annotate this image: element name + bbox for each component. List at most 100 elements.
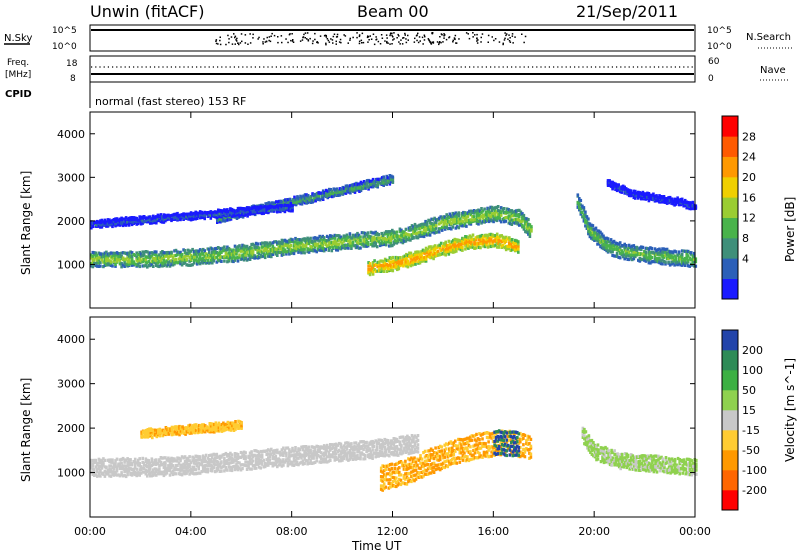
scatter-cell (347, 239, 350, 243)
scatter-cell (321, 189, 325, 193)
scatter-cell (155, 253, 158, 257)
scatter-cell (146, 464, 149, 468)
scatter-cell (251, 242, 255, 246)
scatter-cell (668, 199, 672, 203)
scatter-cell (412, 235, 415, 239)
scatter-cell (612, 254, 616, 258)
scatter-cell (117, 252, 120, 256)
scatter-cell (276, 210, 279, 214)
scatter-cell (229, 248, 232, 252)
scatter-cell (490, 214, 494, 218)
scatter-cell (524, 221, 527, 225)
scatter-cell (291, 248, 294, 252)
scatter-cell (362, 180, 366, 184)
scatter-cell (465, 235, 469, 239)
scatter-cell (132, 470, 135, 474)
scatter-cell (673, 263, 676, 267)
scatter-cell (406, 237, 409, 241)
scatter-cell (168, 469, 172, 473)
scatter-cell (176, 459, 179, 463)
scatter-cell (272, 203, 275, 207)
nsearch-point (241, 40, 243, 43)
scatter-cell (313, 245, 317, 249)
scatter-cell (627, 245, 631, 249)
scatter-cell (245, 251, 249, 255)
scatter-cell (424, 249, 428, 253)
scatter-cell (168, 460, 172, 464)
scatter-cell (417, 255, 420, 259)
scatter-cell (277, 459, 281, 463)
scatter-cell (273, 240, 276, 244)
scatter-cell (108, 223, 111, 227)
nsearch-point (494, 38, 497, 40)
scatter-cell (518, 218, 521, 222)
scatter-cell (488, 232, 491, 237)
scatter-cell (530, 227, 533, 231)
scatter-cell (449, 250, 452, 254)
scatter-cell (159, 456, 163, 460)
scatter-cell (155, 259, 158, 263)
scatter-cell (185, 465, 188, 469)
scatter-cell (309, 240, 312, 244)
scatter-cell (229, 256, 232, 260)
scatter-cell (159, 460, 163, 464)
scatter-cell (223, 464, 226, 468)
scatter-cell (216, 218, 219, 222)
nsearch-point (302, 36, 304, 39)
scatter-cell (200, 458, 203, 463)
scatter-cell (611, 240, 614, 244)
scatter-cell (414, 258, 417, 262)
scatter-cell (587, 221, 590, 225)
scatter-cell (495, 241, 499, 245)
scatter-cell (229, 251, 232, 256)
scatter-cell (282, 206, 285, 211)
scatter-cell (303, 457, 306, 461)
scatter-cell (317, 194, 320, 198)
scatter-cell (133, 253, 137, 257)
scatter-cell (412, 252, 416, 256)
scatter-cell (587, 217, 590, 221)
scatter-cell (282, 242, 285, 246)
scatter-cell (203, 458, 206, 462)
scatter-cell (371, 244, 374, 248)
scatter-cell (168, 457, 172, 462)
scatter-cell (482, 241, 485, 245)
scatter-cell (505, 207, 509, 211)
scatter-cell (353, 237, 356, 241)
scatter-cell (612, 185, 616, 189)
scatter-cell (123, 219, 126, 223)
scatter-cell (180, 465, 184, 469)
scatter-cell (653, 247, 657, 251)
scatter-cell (201, 256, 205, 260)
scatter-cell (220, 215, 223, 219)
scatter-cell (208, 255, 211, 259)
freq-tick-top: 18 (66, 59, 78, 69)
scatter-cell (100, 461, 104, 465)
scatter-cell (442, 225, 445, 229)
scatter-cell (522, 213, 526, 218)
scatter-cell (301, 244, 305, 249)
nsearch-point (403, 37, 405, 39)
scatter-cell (365, 232, 368, 236)
scatter-cell (165, 264, 169, 268)
scatter-cell (425, 227, 429, 231)
scatter-cell (304, 458, 308, 463)
scatter-cell (496, 205, 500, 209)
scatter-cell (596, 233, 599, 237)
scatter-cell (177, 461, 181, 465)
scatter-cell (232, 248, 235, 252)
scatter-cell (149, 464, 152, 468)
scatter-cell (171, 469, 175, 473)
scatter-cell (294, 242, 297, 247)
scatter-cell (365, 179, 369, 183)
scatter-cell (301, 453, 305, 457)
scatter-cell (303, 247, 306, 251)
scatter-cell (661, 253, 664, 257)
scatter-cell (161, 463, 164, 467)
scatter-cell (378, 242, 382, 246)
scatter-cell (115, 217, 119, 221)
scatter-cell (262, 249, 265, 253)
scatter-cell (96, 474, 99, 478)
scatter-cell (235, 252, 238, 256)
scatter-cell (236, 456, 240, 460)
